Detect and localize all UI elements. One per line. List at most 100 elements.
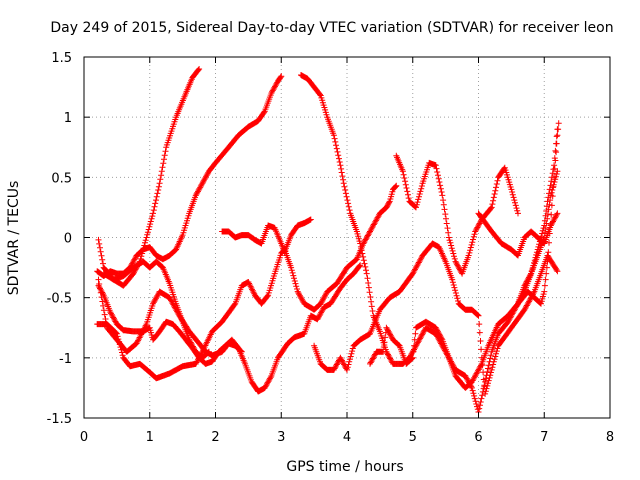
data-point-marker <box>349 345 356 352</box>
data-point-marker <box>554 210 561 217</box>
data-point-marker <box>144 229 151 236</box>
data-point-marker <box>142 239 148 246</box>
data-point-marker <box>405 191 411 198</box>
data-point-marker <box>509 191 516 198</box>
data-point-marker <box>265 378 272 385</box>
data-point-marker <box>470 390 477 397</box>
x-tick-label: 1 <box>146 430 154 445</box>
data-point-marker <box>404 188 411 195</box>
data-point-marker <box>347 353 354 360</box>
data-point-marker <box>96 240 103 247</box>
data-point-marker <box>463 374 470 381</box>
data-point-marker <box>489 201 496 208</box>
data-point-marker <box>99 298 106 305</box>
data-point-marker <box>452 258 459 265</box>
data-point-marker <box>531 257 538 264</box>
data-point-marker <box>357 262 364 269</box>
data-point-marker <box>492 187 499 194</box>
data-point-marker <box>436 179 443 185</box>
data-point-marker <box>418 185 425 192</box>
data-point-marker <box>548 174 555 181</box>
data-point-marker <box>368 298 375 305</box>
data-point-marker <box>550 166 557 173</box>
data-point-marker <box>338 357 345 364</box>
data-point-marker <box>537 235 544 242</box>
data-point-marker <box>475 221 482 228</box>
data-point-marker <box>467 247 474 254</box>
data-point-marker <box>395 342 402 349</box>
series-track-12 <box>367 120 562 391</box>
data-point-marker <box>416 193 422 200</box>
data-point-marker <box>448 245 455 252</box>
data-point-marker <box>148 215 155 222</box>
x-tick-label: 0 <box>80 430 88 445</box>
data-point-marker <box>97 289 104 296</box>
data-point-marker <box>337 162 344 169</box>
axis-tick-labels: 0 1 2 3 4 5 6 7 8 -1.5 -1 -0.5 0 0.5 1 1.5 <box>47 51 615 445</box>
data-point-marker <box>477 402 483 409</box>
data-point-marker <box>204 350 211 357</box>
chart-title: Day 249 of 2015, Sidereal Day-to-day VTE… <box>50 20 613 36</box>
data-point-marker <box>410 348 417 355</box>
data-point-marker <box>541 282 548 289</box>
data-point-marker <box>392 184 398 191</box>
data-point-marker <box>478 395 485 402</box>
data-point-marker <box>363 267 369 274</box>
data-point-marker <box>386 354 393 361</box>
data-point-marker <box>345 361 352 368</box>
data-point-marker <box>340 180 347 187</box>
data-point-marker <box>409 355 415 362</box>
data-point-marker <box>480 369 487 376</box>
data-point-marker <box>446 237 453 244</box>
data-point-marker <box>549 187 556 193</box>
data-point-marker <box>331 135 338 142</box>
data-point-marker <box>548 211 555 218</box>
data-point-marker <box>108 311 115 318</box>
data-point-marker <box>338 165 345 172</box>
data-point-marker <box>465 252 472 259</box>
y-tick-label: -0.5 <box>47 292 72 307</box>
data-point-marker <box>490 358 497 365</box>
data-point-marker <box>528 270 535 277</box>
data-point-marker <box>489 364 496 371</box>
data-point-marker <box>417 335 424 342</box>
data-point-marker <box>484 382 491 389</box>
data-point-marker <box>543 203 550 210</box>
data-point-marker <box>153 295 159 302</box>
data-point-marker <box>411 336 418 343</box>
data-point-marker <box>480 376 487 383</box>
data-point-marker <box>100 307 107 314</box>
data-point-marker <box>440 201 447 208</box>
data-point-marker <box>475 312 482 319</box>
data-point-marker <box>152 200 159 207</box>
data-point-marker <box>540 225 547 232</box>
data-point-marker <box>291 278 298 284</box>
data-point-marker <box>512 202 519 209</box>
data-point-marker <box>151 203 158 210</box>
data-point-marker <box>101 311 108 318</box>
data-point-marker <box>346 207 353 214</box>
data-point-marker <box>195 67 202 73</box>
data-point-marker <box>437 182 444 189</box>
data-point-marker <box>553 149 560 156</box>
data-point-marker <box>466 249 473 256</box>
data-point-marker <box>146 223 153 230</box>
series-track-5 <box>219 216 314 255</box>
data-point-marker <box>511 197 518 204</box>
data-point-marker <box>476 405 483 412</box>
data-point-marker <box>532 254 539 261</box>
data-point-marker <box>205 348 212 355</box>
data-point-marker <box>452 287 459 294</box>
data-point-marker <box>360 257 367 264</box>
data-point-marker <box>386 199 393 206</box>
data-point-marker <box>346 356 353 363</box>
data-point-marker <box>147 218 154 225</box>
data-point-marker <box>493 350 499 357</box>
data-point-marker <box>343 365 350 372</box>
data-point-marker <box>384 326 391 333</box>
data-point-marker <box>544 198 551 205</box>
data-point-marker <box>452 290 459 296</box>
data-point-marker <box>473 225 480 232</box>
data-point-marker <box>548 178 555 185</box>
data-point-marker <box>402 178 409 185</box>
